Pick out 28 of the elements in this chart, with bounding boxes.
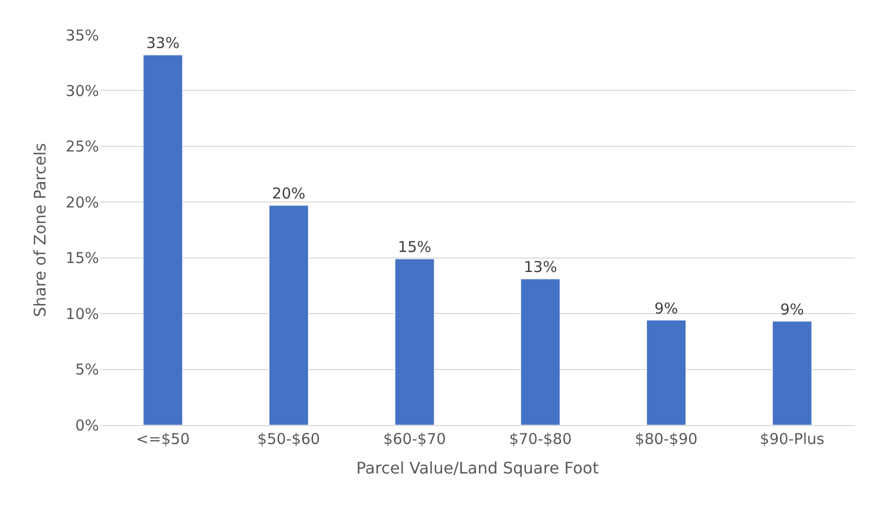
bar [646, 320, 686, 425]
y-tick-label: 35% [66, 26, 99, 44]
y-tick-label: 5% [75, 360, 99, 379]
y-tick-label: 10% [66, 304, 99, 323]
x-axis-title: Parcel Value/Land Square Foot [356, 458, 599, 478]
data-label: 33% [146, 34, 180, 52]
x-tick-label: $80-$90 [634, 430, 698, 448]
x-tick-label: <=$50 [136, 430, 190, 448]
y-axis-title: Share of Zone Parcels [30, 143, 50, 317]
bar [772, 321, 812, 425]
data-label: 15% [398, 238, 432, 256]
data-label: 9% [654, 299, 678, 318]
data-label: 13% [524, 258, 558, 276]
bar [394, 258, 434, 425]
y-tick-label: 20% [66, 193, 99, 212]
data-label: 20% [272, 184, 306, 202]
data-label: 9% [780, 300, 804, 318]
y-tick-label: 15% [66, 249, 99, 268]
y-tick-label: 0% [75, 416, 99, 434]
bar [269, 205, 308, 425]
x-tick-label: $70-$80 [509, 430, 572, 448]
x-tick-label: $50-$60 [257, 430, 320, 448]
x-tick-label: $60-$70 [383, 430, 446, 448]
x-tick-label: $90-Plus [760, 430, 825, 448]
bar [143, 54, 183, 425]
y-tick-label: 25% [66, 138, 99, 156]
bar [520, 278, 560, 425]
y-tick-label: 30% [66, 82, 99, 100]
